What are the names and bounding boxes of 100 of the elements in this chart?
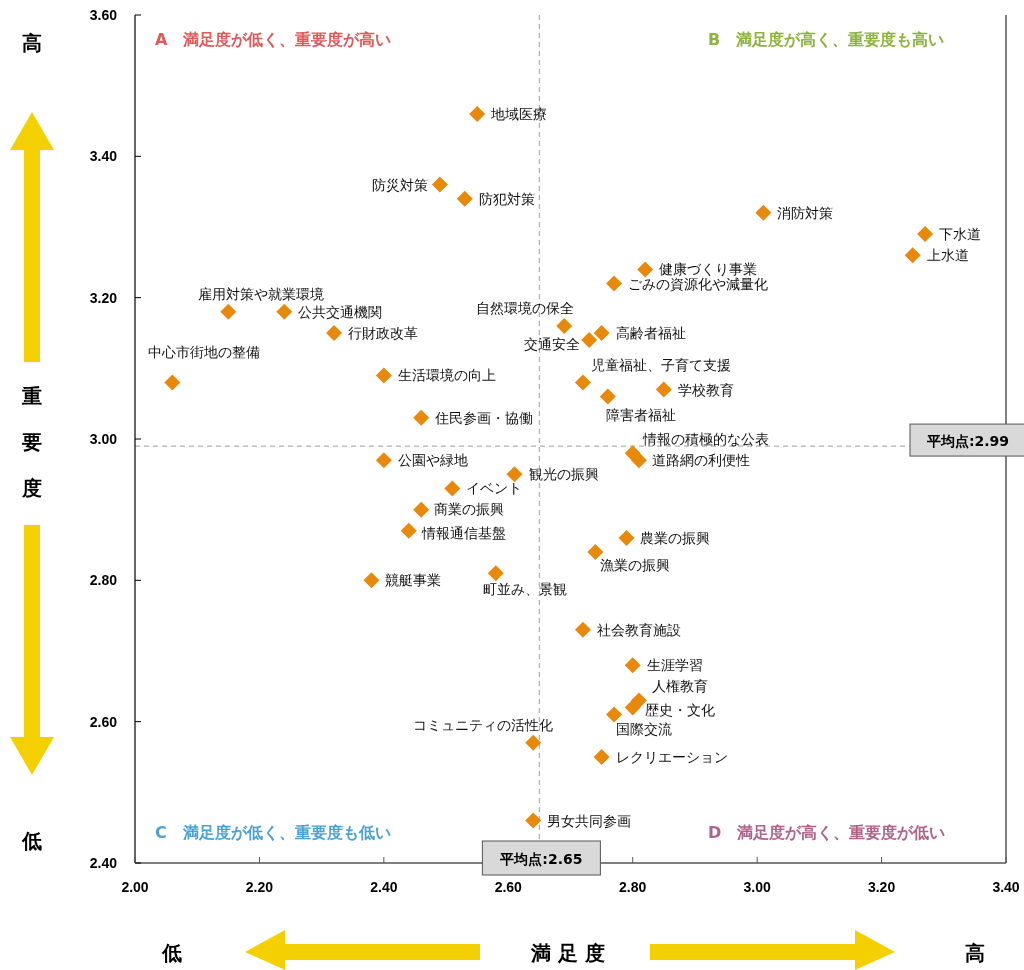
y-tick-label: 3.40 <box>89 148 118 165</box>
point <box>525 812 542 829</box>
series-label: 雇用対策や就業環境 <box>198 285 325 302</box>
x-tick-label: 3.20 <box>867 879 896 895</box>
point <box>655 381 672 398</box>
point <box>413 501 430 518</box>
point <box>220 303 237 320</box>
x-tick-label: 2.20 <box>245 879 274 895</box>
series-label: 児童福祉、子育て支援 <box>590 357 731 374</box>
point <box>574 374 591 391</box>
x-tick-label: 2.80 <box>619 879 647 895</box>
point <box>375 367 392 384</box>
point <box>606 706 623 723</box>
text: 低 <box>21 829 42 853</box>
point <box>456 190 473 207</box>
point <box>574 621 591 638</box>
point <box>624 657 641 674</box>
series-label: 公園や緑地 <box>397 452 468 469</box>
y-tick-label: 3.00 <box>89 431 118 447</box>
point <box>276 303 293 320</box>
ref-label: 平均点:2.99 <box>909 423 1024 457</box>
series-label: 生活環境の向上 <box>397 367 496 384</box>
series-label: 防災対策 <box>371 176 428 193</box>
series-label: 住民参画・協働 <box>434 409 534 426</box>
x-tick-label: 2.00 <box>121 879 149 895</box>
point <box>164 374 181 391</box>
series-label: 人権教育 <box>651 678 708 695</box>
ref-line-label: 平均点:2.99 <box>925 433 1010 450</box>
point <box>581 332 598 349</box>
ref-line-label: 平均点:2.65 <box>499 851 583 867</box>
series-label: 防犯対策 <box>478 190 535 207</box>
point <box>556 317 573 334</box>
point <box>413 409 430 426</box>
point <box>599 388 616 405</box>
point <box>587 544 604 561</box>
series-label: 競艇事業 <box>385 572 442 589</box>
series-label: 下水道 <box>939 226 982 243</box>
series-label: イベント <box>466 480 523 497</box>
point <box>400 522 417 539</box>
annotation: B 満足度が高く、重要度も高い <box>708 30 945 49</box>
point <box>755 204 772 221</box>
x-axis-title: 満 足 度 <box>530 941 605 965</box>
series-label: 高齢者福祉 <box>615 325 686 341</box>
x-tick-label: 2.60 <box>494 879 523 895</box>
series-label: 障害者福祉 <box>605 406 676 423</box>
point <box>624 699 641 716</box>
x-tick-label: 3.40 <box>992 879 1020 895</box>
series-label: 情報の積極的な公表 <box>641 431 769 448</box>
point <box>593 749 610 765</box>
series-label: 上水道 <box>926 247 969 264</box>
series-label: 公共交通機関 <box>298 303 383 320</box>
y-tick-label: 2.60 <box>89 713 118 730</box>
point <box>326 325 343 341</box>
series-label: 交通安全 <box>524 336 581 353</box>
point <box>469 105 486 122</box>
series-label: 生涯学習 <box>646 657 703 674</box>
point <box>363 572 380 589</box>
annotation: A 満足度が低く、重要度が高い <box>155 30 392 49</box>
series-label: 中心市街地の整備 <box>148 344 261 361</box>
series-label: 道路網の利便性 <box>651 452 750 469</box>
ref-label: 平均点:2.65 <box>481 840 601 876</box>
point <box>637 261 654 278</box>
point <box>375 452 392 469</box>
series-label: 健康づくり事業 <box>659 261 758 278</box>
text: 高 <box>965 941 985 965</box>
y-tick-label: 3.20 <box>89 289 118 306</box>
series-label: 農業の振興 <box>640 529 711 546</box>
point <box>487 565 504 582</box>
series-label: 歴史・文化 <box>644 701 715 718</box>
series-label: 社会教育施設 <box>596 621 681 638</box>
ylabel: 重要度 <box>22 384 42 500</box>
series-label: 自然環境の保全 <box>476 299 575 316</box>
y-tick-label: 3.60 <box>89 7 118 23</box>
annotation: D 満足度が高く、重要度が低い <box>708 823 946 842</box>
point <box>431 176 448 193</box>
point <box>444 480 461 497</box>
series-label: 男女共同参画 <box>547 812 632 829</box>
series-label: 情報通信基盤 <box>420 524 506 541</box>
series-label: 地域医療 <box>490 105 548 122</box>
point <box>618 529 635 546</box>
point <box>630 452 647 469</box>
x-tick-label: 2.40 <box>370 879 398 895</box>
series-label: コミュニティの活性化 <box>413 716 554 733</box>
point <box>606 275 623 292</box>
series-label: 国際交流 <box>616 720 673 737</box>
series-label: 観光の振興 <box>528 466 599 483</box>
x-tick-label: 3.00 <box>743 879 771 895</box>
series-label: レクリエーション <box>615 749 728 765</box>
series-label: 消防対策 <box>777 204 834 221</box>
text: 低 <box>161 941 182 965</box>
point <box>904 247 921 264</box>
annotation: C 満足度が低く、重要度も低い <box>155 823 391 842</box>
y-tick-label: 2.40 <box>89 855 118 871</box>
series-label: ごみの資源化や減量化 <box>628 275 769 292</box>
series-label: 漁業の振興 <box>600 557 671 574</box>
series-label: 商業の振興 <box>434 500 505 517</box>
series-label: 学校教育 <box>677 381 734 398</box>
y-tick-label: 2.80 <box>89 572 118 589</box>
point <box>593 325 610 341</box>
series-label: 行財政改革 <box>348 325 419 341</box>
